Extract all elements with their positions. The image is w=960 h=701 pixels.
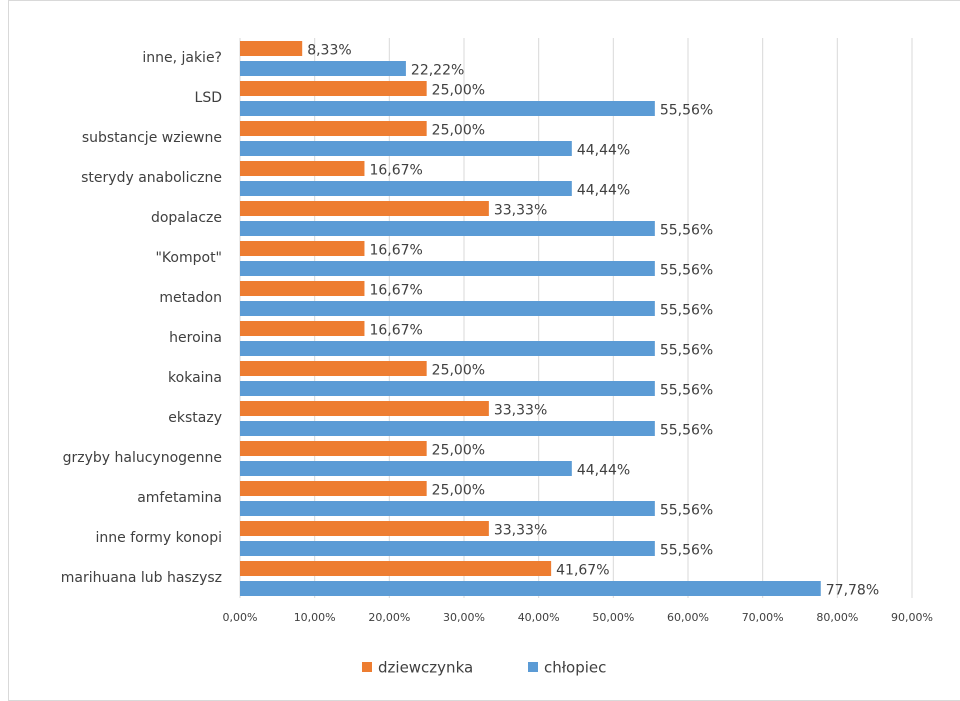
y-tick-label: LSD	[195, 90, 222, 106]
legend-label: chłopiec	[544, 659, 606, 677]
y-tick-label: inne, jakie?	[142, 50, 222, 66]
bar	[240, 421, 655, 436]
data-label: 55,56%	[660, 263, 713, 279]
bar	[240, 341, 655, 356]
data-label: 55,56%	[660, 423, 713, 439]
data-label: 44,44%	[577, 183, 630, 199]
bar	[240, 281, 365, 296]
data-label: 55,56%	[660, 543, 713, 559]
data-label: 55,56%	[660, 343, 713, 359]
y-tick-label: grzyby halucynogenne	[63, 450, 222, 466]
y-tick-label: ekstazy	[168, 410, 222, 426]
data-label: 44,44%	[577, 463, 630, 479]
legend-swatch	[362, 662, 372, 672]
data-label: 16,67%	[369, 163, 422, 179]
data-label: 16,67%	[369, 283, 422, 299]
y-tick-label: heroina	[169, 330, 222, 346]
data-label: 55,56%	[660, 223, 713, 239]
y-tick-label: "Kompot"	[155, 250, 222, 266]
bar	[240, 181, 572, 196]
y-tick-label: amfetamina	[137, 490, 222, 506]
y-tick-label: dopalacze	[151, 210, 222, 226]
x-tick-label: 30,00%	[443, 611, 485, 624]
y-tick-label: substancje wziewne	[82, 130, 222, 146]
bar	[240, 221, 655, 236]
x-tick-label: 60,00%	[667, 611, 709, 624]
bar	[240, 261, 655, 276]
data-label: 55,56%	[660, 303, 713, 319]
data-label: 33,33%	[494, 403, 547, 419]
data-label: 25,00%	[432, 443, 485, 459]
data-label: 22,22%	[411, 63, 464, 79]
bar	[240, 321, 365, 336]
data-label: 8,33%	[307, 43, 351, 59]
data-label: 55,56%	[660, 383, 713, 399]
x-tick-label: 40,00%	[518, 611, 560, 624]
legend-swatch	[528, 662, 538, 672]
bar	[240, 441, 427, 456]
data-label: 55,56%	[660, 103, 713, 119]
bar	[240, 61, 406, 76]
bar	[240, 101, 655, 116]
data-label: 44,44%	[577, 143, 630, 159]
x-tick-label: 90,00%	[891, 611, 933, 624]
y-tick-label: inne formy konopi	[96, 530, 222, 546]
y-tick-label: kokaina	[168, 370, 222, 386]
bar	[240, 301, 655, 316]
y-tick-label: metadon	[159, 290, 222, 306]
bar	[240, 561, 552, 576]
y-tick-label: sterydy anaboliczne	[81, 170, 222, 186]
data-label: 77,78%	[826, 583, 879, 599]
x-tick-label: 0,00%	[223, 611, 258, 624]
bar	[240, 581, 821, 596]
x-tick-label: 20,00%	[368, 611, 410, 624]
bar	[240, 481, 427, 496]
data-label: 25,00%	[432, 123, 485, 139]
bar	[240, 141, 572, 156]
data-label: 55,56%	[660, 503, 713, 519]
bar	[240, 121, 427, 136]
bar	[240, 501, 655, 516]
legend-label: dziewczynka	[378, 659, 473, 677]
bar	[240, 381, 655, 396]
data-label: 16,67%	[369, 323, 422, 339]
bar	[240, 201, 489, 216]
bar	[240, 521, 489, 536]
bar	[240, 41, 303, 56]
bar	[240, 361, 427, 376]
bar	[240, 541, 655, 556]
data-label: 41,67%	[556, 563, 609, 579]
bar	[240, 161, 365, 176]
x-tick-label: 50,00%	[592, 611, 634, 624]
data-label: 25,00%	[432, 483, 485, 499]
x-tick-label: 80,00%	[816, 611, 858, 624]
data-label: 33,33%	[494, 203, 547, 219]
data-label: 33,33%	[494, 523, 547, 539]
data-label: 25,00%	[432, 363, 485, 379]
bar	[240, 401, 489, 416]
data-label: 25,00%	[432, 83, 485, 99]
data-label: 16,67%	[369, 243, 422, 259]
y-tick-label: marihuana lub haszysz	[61, 570, 222, 586]
x-tick-label: 70,00%	[742, 611, 784, 624]
bar	[240, 461, 572, 476]
bar	[240, 81, 427, 96]
bar	[240, 241, 365, 256]
x-tick-label: 10,00%	[294, 611, 336, 624]
